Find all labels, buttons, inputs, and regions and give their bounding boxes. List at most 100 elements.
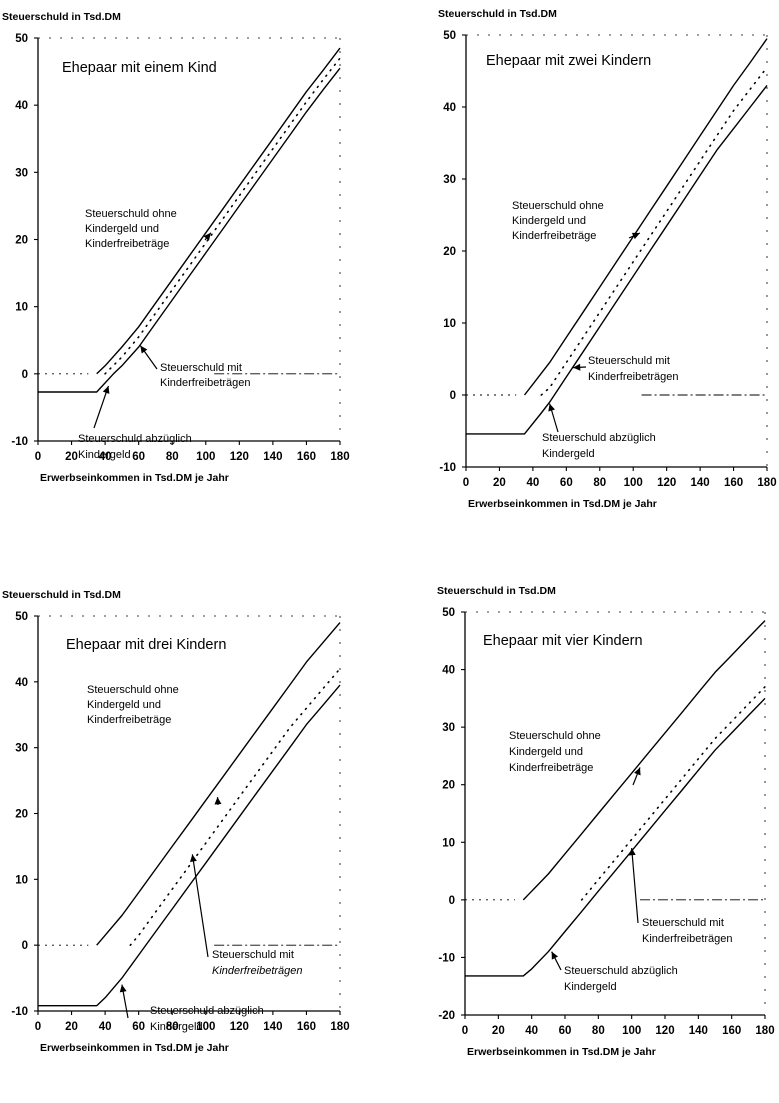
annotation-mit-freibetraegen: Steuerschuld mit Kinderfreibeträgen — [572, 355, 679, 383]
x-tick-label: 40 — [99, 1021, 112, 1033]
annotation-arrow-head — [119, 984, 127, 993]
annotation-abzueglich-kindergeld: Steuerschuld abzüglich Kindergeld — [542, 403, 656, 460]
annotation-line: Kinderfreibeträgen — [642, 933, 733, 945]
x-tick-label: 60 — [132, 451, 145, 463]
x-tick-label: 20 — [493, 477, 506, 489]
x-tick-label: 100 — [196, 1021, 215, 1033]
series-line-abzueglich-kindergeld — [466, 84, 768, 435]
y-tick-label: 20 — [442, 780, 455, 792]
x-tick-label: 60 — [559, 1025, 572, 1037]
annotation-line: Kinderfreibeträgen — [212, 965, 303, 977]
annotation-line: Kinderfreibeträgen — [588, 371, 679, 383]
annotation-line: Kindergeld — [150, 1021, 203, 1033]
y-tick-label: -10 — [11, 436, 28, 448]
y-tick-label: -10 — [11, 1006, 28, 1018]
chart-svg: Steuerschuld in Tsd.DM50403020100-10-200… — [437, 585, 775, 1058]
annotation-arrow-head — [102, 385, 110, 394]
y-tick-label: -10 — [438, 952, 455, 964]
x-tick-label: 180 — [330, 451, 349, 463]
x-tick-label: 160 — [724, 477, 743, 489]
y-tick-label: 20 — [443, 246, 456, 258]
annotation-line: Kindergeld und — [87, 699, 161, 711]
annotation-arrow-shaft — [631, 847, 639, 924]
x-tick-label: 0 — [462, 1025, 468, 1037]
annotation-abzueglich-kindergeld: Steuerschuld abzüglich Kindergeld — [78, 385, 192, 461]
annotation-arrow-head — [203, 232, 211, 241]
x-axis-label: Erwerbseinkommen in Tsd.DM je Jahr — [40, 472, 229, 484]
x-tick-label: 140 — [689, 1025, 708, 1037]
y-tick-label: 0 — [450, 390, 456, 402]
annotation-line: Steuerschuld abzüglich — [78, 433, 192, 445]
y-axis-label: Steuerschuld in Tsd.DM — [2, 589, 121, 601]
x-tick-label: 100 — [624, 477, 643, 489]
y-tick-label: 50 — [15, 611, 28, 623]
x-tick-label: 60 — [132, 1021, 145, 1033]
annotation-arrow-shaft — [191, 854, 209, 958]
x-tick-label: 20 — [492, 1025, 505, 1037]
x-tick-label: 80 — [593, 477, 606, 489]
annotation-line: Kindergeld und — [512, 215, 586, 227]
annotation-line: Steuerschuld abzüglich — [150, 1005, 264, 1017]
x-tick-label: 140 — [691, 477, 710, 489]
annotation-line: Steuerschuld mit — [160, 362, 242, 374]
x-tick-label: 180 — [330, 1021, 349, 1033]
annotation-line: Kindergeld — [564, 981, 617, 993]
x-tick-label: 80 — [592, 1025, 605, 1037]
annotation-line: Steuerschuld mit — [588, 355, 670, 367]
annotation-line: Steuerschuld abzüglich — [542, 432, 656, 444]
y-tick-label: 0 — [22, 369, 28, 381]
x-tick-label: 80 — [166, 1021, 179, 1033]
series-line-ohne — [523, 38, 768, 396]
y-axis-label: Steuerschuld in Tsd.DM — [437, 585, 556, 597]
annotation-arrow-head — [190, 854, 197, 862]
y-tick-label: 20 — [15, 809, 28, 821]
x-axis-label: Erwerbseinkommen in Tsd.DM je Jahr — [467, 1046, 656, 1058]
x-tick-label: 0 — [35, 1021, 41, 1033]
annotation-abzueglich-kindergeld: Steuerschuld abzüglich Kindergeld — [551, 951, 678, 993]
chart-panel-one-child: Steuerschuld in Tsd.DM 50 40 30 20 10 0 -10 0 20 4… — [0, 0, 362, 500]
annotation-ohne: Steuerschuld ohne Kindergeld und Kinderfre… — [512, 200, 641, 242]
annotation-arrow-head — [551, 951, 559, 960]
x-tick-label: 40 — [526, 477, 539, 489]
annotation-arrow-head — [631, 232, 640, 240]
annotation-arrow-head — [214, 797, 222, 805]
chart-title: Ehepaar mit zwei Kindern — [486, 53, 651, 69]
y-tick-label: -10 — [439, 462, 456, 474]
y-axis-label: Steuerschuld in Tsd.DM — [2, 11, 121, 23]
chart-title: Ehepaar mit drei Kindern — [66, 637, 226, 653]
x-tick-label: 160 — [297, 1021, 316, 1033]
annotation-line: Kindergeld — [78, 449, 131, 461]
y-tick-label: 40 — [442, 665, 455, 677]
y-tick-label: 10 — [15, 302, 28, 314]
y-tick-label: 50 — [443, 30, 456, 42]
annotation-line: Steuerschuld ohne — [87, 684, 179, 696]
chart-panel-two-children: Steuerschuld in Tsd.DM 50 40 30 20 10 0 -10 0 20 4… — [412, 0, 779, 510]
annotation-line: Kinderfreibeträgen — [160, 377, 251, 389]
y-tick-label: 30 — [15, 743, 28, 755]
y-tick-label: -20 — [438, 1010, 455, 1022]
x-tick-label: 80 — [166, 451, 179, 463]
x-axis-label: Erwerbseinkommen in Tsd.DM je Jahr — [468, 498, 657, 510]
y-tick-label: 20 — [15, 235, 28, 247]
annotation-line: Kindergeld und — [509, 746, 583, 758]
annotation-line: Kindergeld — [542, 448, 595, 460]
x-tick-label: 160 — [722, 1025, 741, 1037]
annotation-arrow-head — [634, 767, 641, 776]
y-tick-label: 40 — [443, 102, 456, 114]
annotation-line: Kinderfreibeträge — [85, 238, 169, 250]
annotation-arrow-head — [628, 848, 636, 856]
annotation-ohne: Steuerschuld ohne Kindergeld und Kinderfre… — [87, 684, 222, 806]
annotation-arrow-head — [548, 403, 555, 412]
y-tick-label: 30 — [443, 174, 456, 186]
series-line-abzueglich-kindergeld — [38, 67, 341, 393]
y-tick-label: 40 — [15, 100, 28, 112]
y-tick-label: 10 — [442, 837, 455, 849]
series-line-mit-freibetraegen — [580, 686, 766, 901]
annotation-arrow-head — [573, 363, 581, 371]
annotation-arrow-shaft — [93, 385, 110, 429]
chart-title: Ehepaar mit vier Kindern — [483, 633, 643, 649]
annotation-ohne: Steuerschuld ohne Kindergeld und Kinderfre… — [509, 730, 641, 786]
y-tick-label: 40 — [15, 677, 28, 689]
